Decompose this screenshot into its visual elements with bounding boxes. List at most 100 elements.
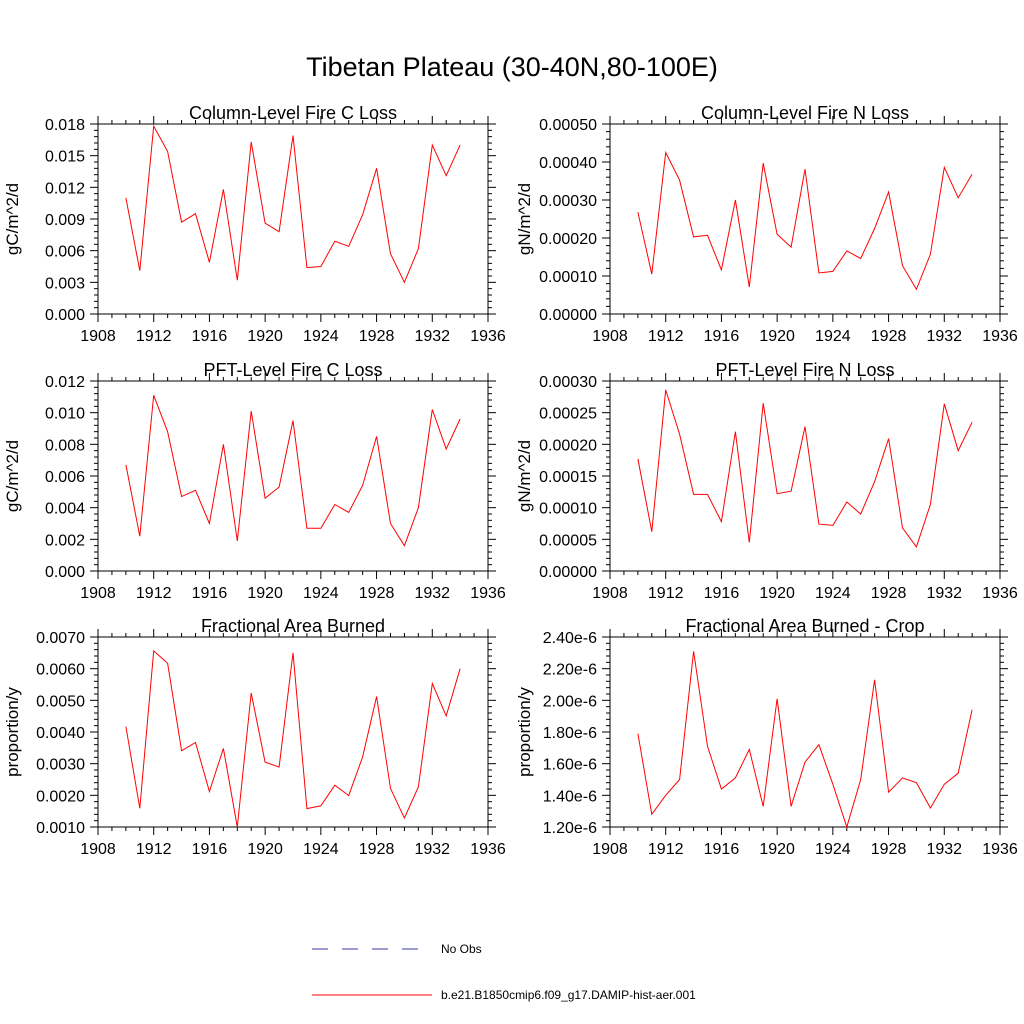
y-axis-label: gN/m^2/d (515, 183, 534, 255)
y-tick-label: 0.0060 (36, 662, 85, 679)
plot-frame (609, 636, 1001, 828)
y-tick-label: 0.0070 (36, 630, 85, 647)
chart-panel-5: Fractional Area Burned - Crop 1908 1912 191… (515, 616, 1018, 858)
x-tick-label: 1920 (247, 585, 283, 602)
x-tick-label: 1932 (414, 841, 450, 858)
x-tick-label: 1912 (136, 841, 172, 858)
y-axis-label: gC/m^2/d (3, 183, 22, 255)
x-tick-label: 1924 (815, 841, 851, 858)
y-tick-label: 0.009 (45, 212, 85, 229)
y-tick-label: 0.004 (45, 501, 85, 518)
panel-title: Column-Level Fire C Loss (189, 103, 397, 123)
x-tick-label: 1912 (648, 585, 684, 602)
y-tick-label: 0.015 (45, 149, 85, 166)
x-tick-label: 1932 (414, 585, 450, 602)
x-tick-label: 1920 (247, 328, 283, 345)
plot-frame (609, 380, 1001, 572)
x-tick-label: 1916 (704, 841, 740, 858)
x-tick-label: 1916 (704, 585, 740, 602)
y-tick-label: 0.00010 (539, 269, 597, 286)
x-tick-label: 1936 (982, 328, 1018, 345)
y-tick-label: 0.00010 (539, 501, 597, 518)
y-tick-label: 0.00005 (539, 532, 597, 549)
legend: No Obs b.e21.B1850cmip6.f09_g17.DAMIP-his… (312, 942, 696, 1002)
panel-title: PFT-Level Fire N Loss (715, 360, 894, 380)
series-line-0 (637, 150, 973, 291)
x-tick-label: 1932 (926, 841, 962, 858)
x-tick-label: 1936 (982, 841, 1018, 858)
legend-label-1: b.e21.B1850cmip6.f09_g17.DAMIP-hist-aer.… (441, 988, 696, 1002)
x-tick-label: 1924 (303, 841, 339, 858)
y-tick-label: 0.018 (45, 117, 85, 134)
y-tick-label: 0.002 (45, 532, 85, 549)
x-tick-label: 1932 (926, 585, 962, 602)
y-tick-label: 0.0030 (36, 757, 85, 774)
x-tick-label: 1936 (982, 585, 1018, 602)
y-tick-label: 0.006 (45, 244, 85, 261)
plot-frame (97, 636, 489, 828)
y-tick-label: 0.00000 (539, 564, 597, 581)
y-tick-label: 0.00030 (539, 193, 597, 210)
x-tick-label: 1912 (136, 585, 172, 602)
plot-frame (97, 380, 489, 572)
y-tick-label: 0.0040 (36, 725, 85, 742)
y-tick-label: 2.00e-6 (543, 693, 597, 710)
x-tick-label: 1928 (871, 328, 907, 345)
x-tick-label: 1908 (592, 841, 628, 858)
panel-title: Column-Level Fire N Loss (701, 103, 909, 123)
x-tick-label: 1924 (303, 585, 339, 602)
x-tick-label: 1928 (871, 841, 907, 858)
legend-label-0: No Obs (441, 942, 482, 956)
x-tick-label: 1936 (470, 585, 506, 602)
x-tick-label: 1928 (359, 585, 395, 602)
y-tick-label: 0.010 (45, 406, 85, 423)
y-tick-label: 0.00020 (539, 231, 597, 248)
x-tick-label: 1928 (359, 328, 395, 345)
y-tick-label: 1.20e-6 (543, 820, 597, 837)
x-tick-label: 1932 (414, 328, 450, 345)
series-line-0 (125, 649, 461, 828)
y-tick-label: 0.003 (45, 275, 85, 292)
x-tick-label: 1912 (648, 328, 684, 345)
panel-title: Fractional Area Burned (201, 616, 385, 636)
x-tick-label: 1908 (592, 585, 628, 602)
y-tick-label: 0.0010 (36, 820, 85, 837)
series-line-0 (125, 395, 461, 547)
x-tick-label: 1928 (871, 585, 907, 602)
y-tick-label: 0.000 (45, 307, 85, 324)
x-tick-label: 1916 (192, 841, 228, 858)
series-line-0 (125, 124, 461, 284)
y-tick-label: 1.80e-6 (543, 725, 597, 742)
chart-panel-4: Fractional Area Burned 1908 1912 1916 1920 19… (3, 616, 506, 858)
y-tick-label: 0.00025 (539, 406, 597, 423)
x-tick-label: 1924 (815, 328, 851, 345)
x-tick-label: 1916 (192, 328, 228, 345)
x-tick-label: 1924 (815, 585, 851, 602)
y-tick-label: 2.20e-6 (543, 662, 597, 679)
y-tick-label: 0.00030 (539, 374, 597, 391)
x-tick-label: 1936 (470, 841, 506, 858)
x-tick-label: 1912 (136, 328, 172, 345)
y-tick-label: 0.00000 (539, 307, 597, 324)
y-tick-label: 0.0020 (36, 788, 85, 805)
x-tick-label: 1908 (80, 328, 116, 345)
panel-title: PFT-Level Fire C Loss (203, 360, 382, 380)
y-tick-label: 0.008 (45, 437, 85, 454)
panels: Column-Level Fire C Loss 1908 1912 1916 1920… (3, 103, 1018, 858)
series-line-0 (637, 389, 973, 548)
y-axis-label: gC/m^2/d (3, 440, 22, 512)
chart-panel-3: PFT-Level Fire N Loss 1908 1912 1916 1920 192… (515, 360, 1018, 602)
y-tick-label: 0.012 (45, 374, 85, 391)
x-tick-label: 1920 (759, 841, 795, 858)
x-tick-label: 1920 (247, 841, 283, 858)
y-tick-label: 0.00040 (539, 155, 597, 172)
x-tick-label: 1916 (704, 328, 740, 345)
y-tick-label: 0.00020 (539, 437, 597, 454)
y-tick-label: 0.006 (45, 469, 85, 486)
y-tick-label: 0.0050 (36, 693, 85, 710)
x-tick-label: 1916 (192, 585, 228, 602)
x-tick-label: 1920 (759, 585, 795, 602)
x-tick-label: 1936 (470, 328, 506, 345)
chart-panel-1: Column-Level Fire N Loss 1908 1912 1916 1920… (515, 103, 1018, 345)
